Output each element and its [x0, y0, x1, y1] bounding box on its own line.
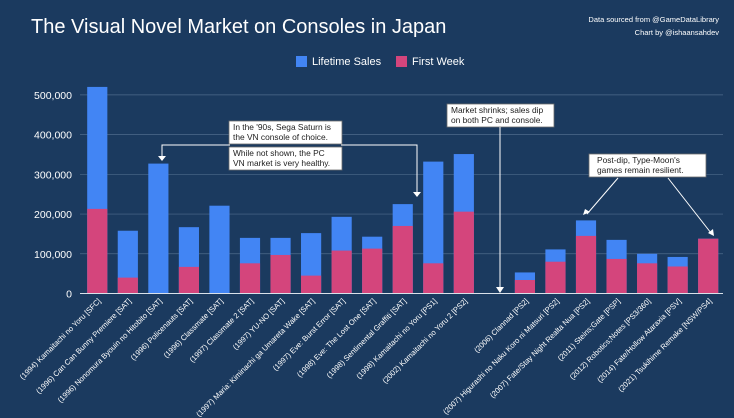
- bar-first-week: [331, 250, 352, 294]
- bar-first-week: [606, 258, 627, 294]
- legend-swatch-lifetime: [296, 56, 307, 67]
- legend: Lifetime Sales First Week: [296, 56, 465, 68]
- x-tick-label: (1997) YU-NO [SAT]: [231, 297, 286, 352]
- annotations: In the '90s, Sega Saturn is the VN consol…: [158, 103, 714, 293]
- arrowhead-saturn-right: [413, 192, 421, 197]
- bar-first-week: [698, 238, 719, 294]
- annotation-leader-typemoon-left: [586, 177, 619, 215]
- bar-first-week: [667, 266, 688, 294]
- y-tick-label: 500,000: [34, 90, 72, 102]
- x-tick-label: (1996) Classmate [SAT]: [162, 297, 225, 360]
- annotation-box-typemoon: [588, 153, 707, 178]
- arrowhead-shrink: [496, 287, 504, 293]
- y-tick-label: 300,000: [34, 169, 72, 181]
- y-tick-label: 400,000: [34, 130, 72, 142]
- annotation-leader-saturn-right: [341, 144, 418, 195]
- y-tick-label: 100,000: [34, 249, 72, 261]
- bar-first-week: [301, 275, 322, 294]
- bar-first-week: [362, 248, 383, 294]
- bar-first-week: [453, 211, 474, 294]
- legend-swatch-firstweek: [396, 56, 407, 67]
- y-tick-label: 200,000: [34, 209, 72, 221]
- y-tick-label: 0: [66, 289, 72, 301]
- bar-first-week: [239, 263, 261, 294]
- bar-first-week: [575, 235, 597, 294]
- bar-lifetime-sales: [209, 205, 230, 294]
- bar-lifetime-sales: [148, 163, 169, 294]
- bar-first-week: [87, 208, 108, 294]
- x-axis: (1994) Kamaitachi no Yoru [SFC](1996) Ca…: [18, 297, 714, 418]
- arrowhead-typemoon-left: [583, 209, 590, 215]
- credit-author: Chart by @ishaansahdev: [635, 28, 720, 37]
- bar-first-week: [514, 279, 535, 294]
- bar-first-week: [270, 254, 291, 294]
- annotation-typemoon: Post-dip, Type-Moon's games remain resili…: [597, 155, 684, 175]
- annotation-shrink: Market shrinks; sales dip on both PC and …: [451, 105, 543, 125]
- annotation-leader-typemoon-right: [667, 177, 712, 234]
- annotation-saturn: In the '90s, Sega Saturn is the VN consol…: [233, 122, 331, 142]
- bar-first-week: [392, 225, 413, 294]
- legend-label-firstweek: First Week: [412, 56, 465, 68]
- annotation-box-pc: [228, 146, 343, 171]
- arrowhead-saturn-left: [158, 156, 166, 161]
- bars: [87, 86, 719, 294]
- y-axis: 0 100,000 200,000 300,000 400,000 500,000: [34, 90, 72, 301]
- x-tick-label: (2006) Clannad [PS2]: [472, 297, 530, 355]
- annotation-box-saturn: [228, 120, 343, 145]
- annotation-leader-saturn-left: [161, 144, 230, 158]
- bar-first-week: [178, 266, 199, 294]
- bar-first-week: [117, 277, 138, 294]
- x-tick-label: (2007) Higurashi no Naku Koro ni Matsuri…: [441, 297, 561, 417]
- chart-title: The Visual Novel Market on Consoles in J…: [31, 16, 446, 38]
- legend-label-lifetime: Lifetime Sales: [312, 56, 382, 68]
- bar-first-week: [637, 263, 658, 294]
- credit-source: Data sourced from @GameDataLibrary: [588, 15, 719, 24]
- bar-lifetime-sales: [423, 161, 444, 294]
- annotation-pc: While not shown, the PC VN market is very…: [233, 148, 330, 168]
- bar-first-week: [545, 261, 566, 294]
- arrowhead-typemoon-right: [708, 229, 714, 236]
- bar-first-week: [423, 263, 444, 294]
